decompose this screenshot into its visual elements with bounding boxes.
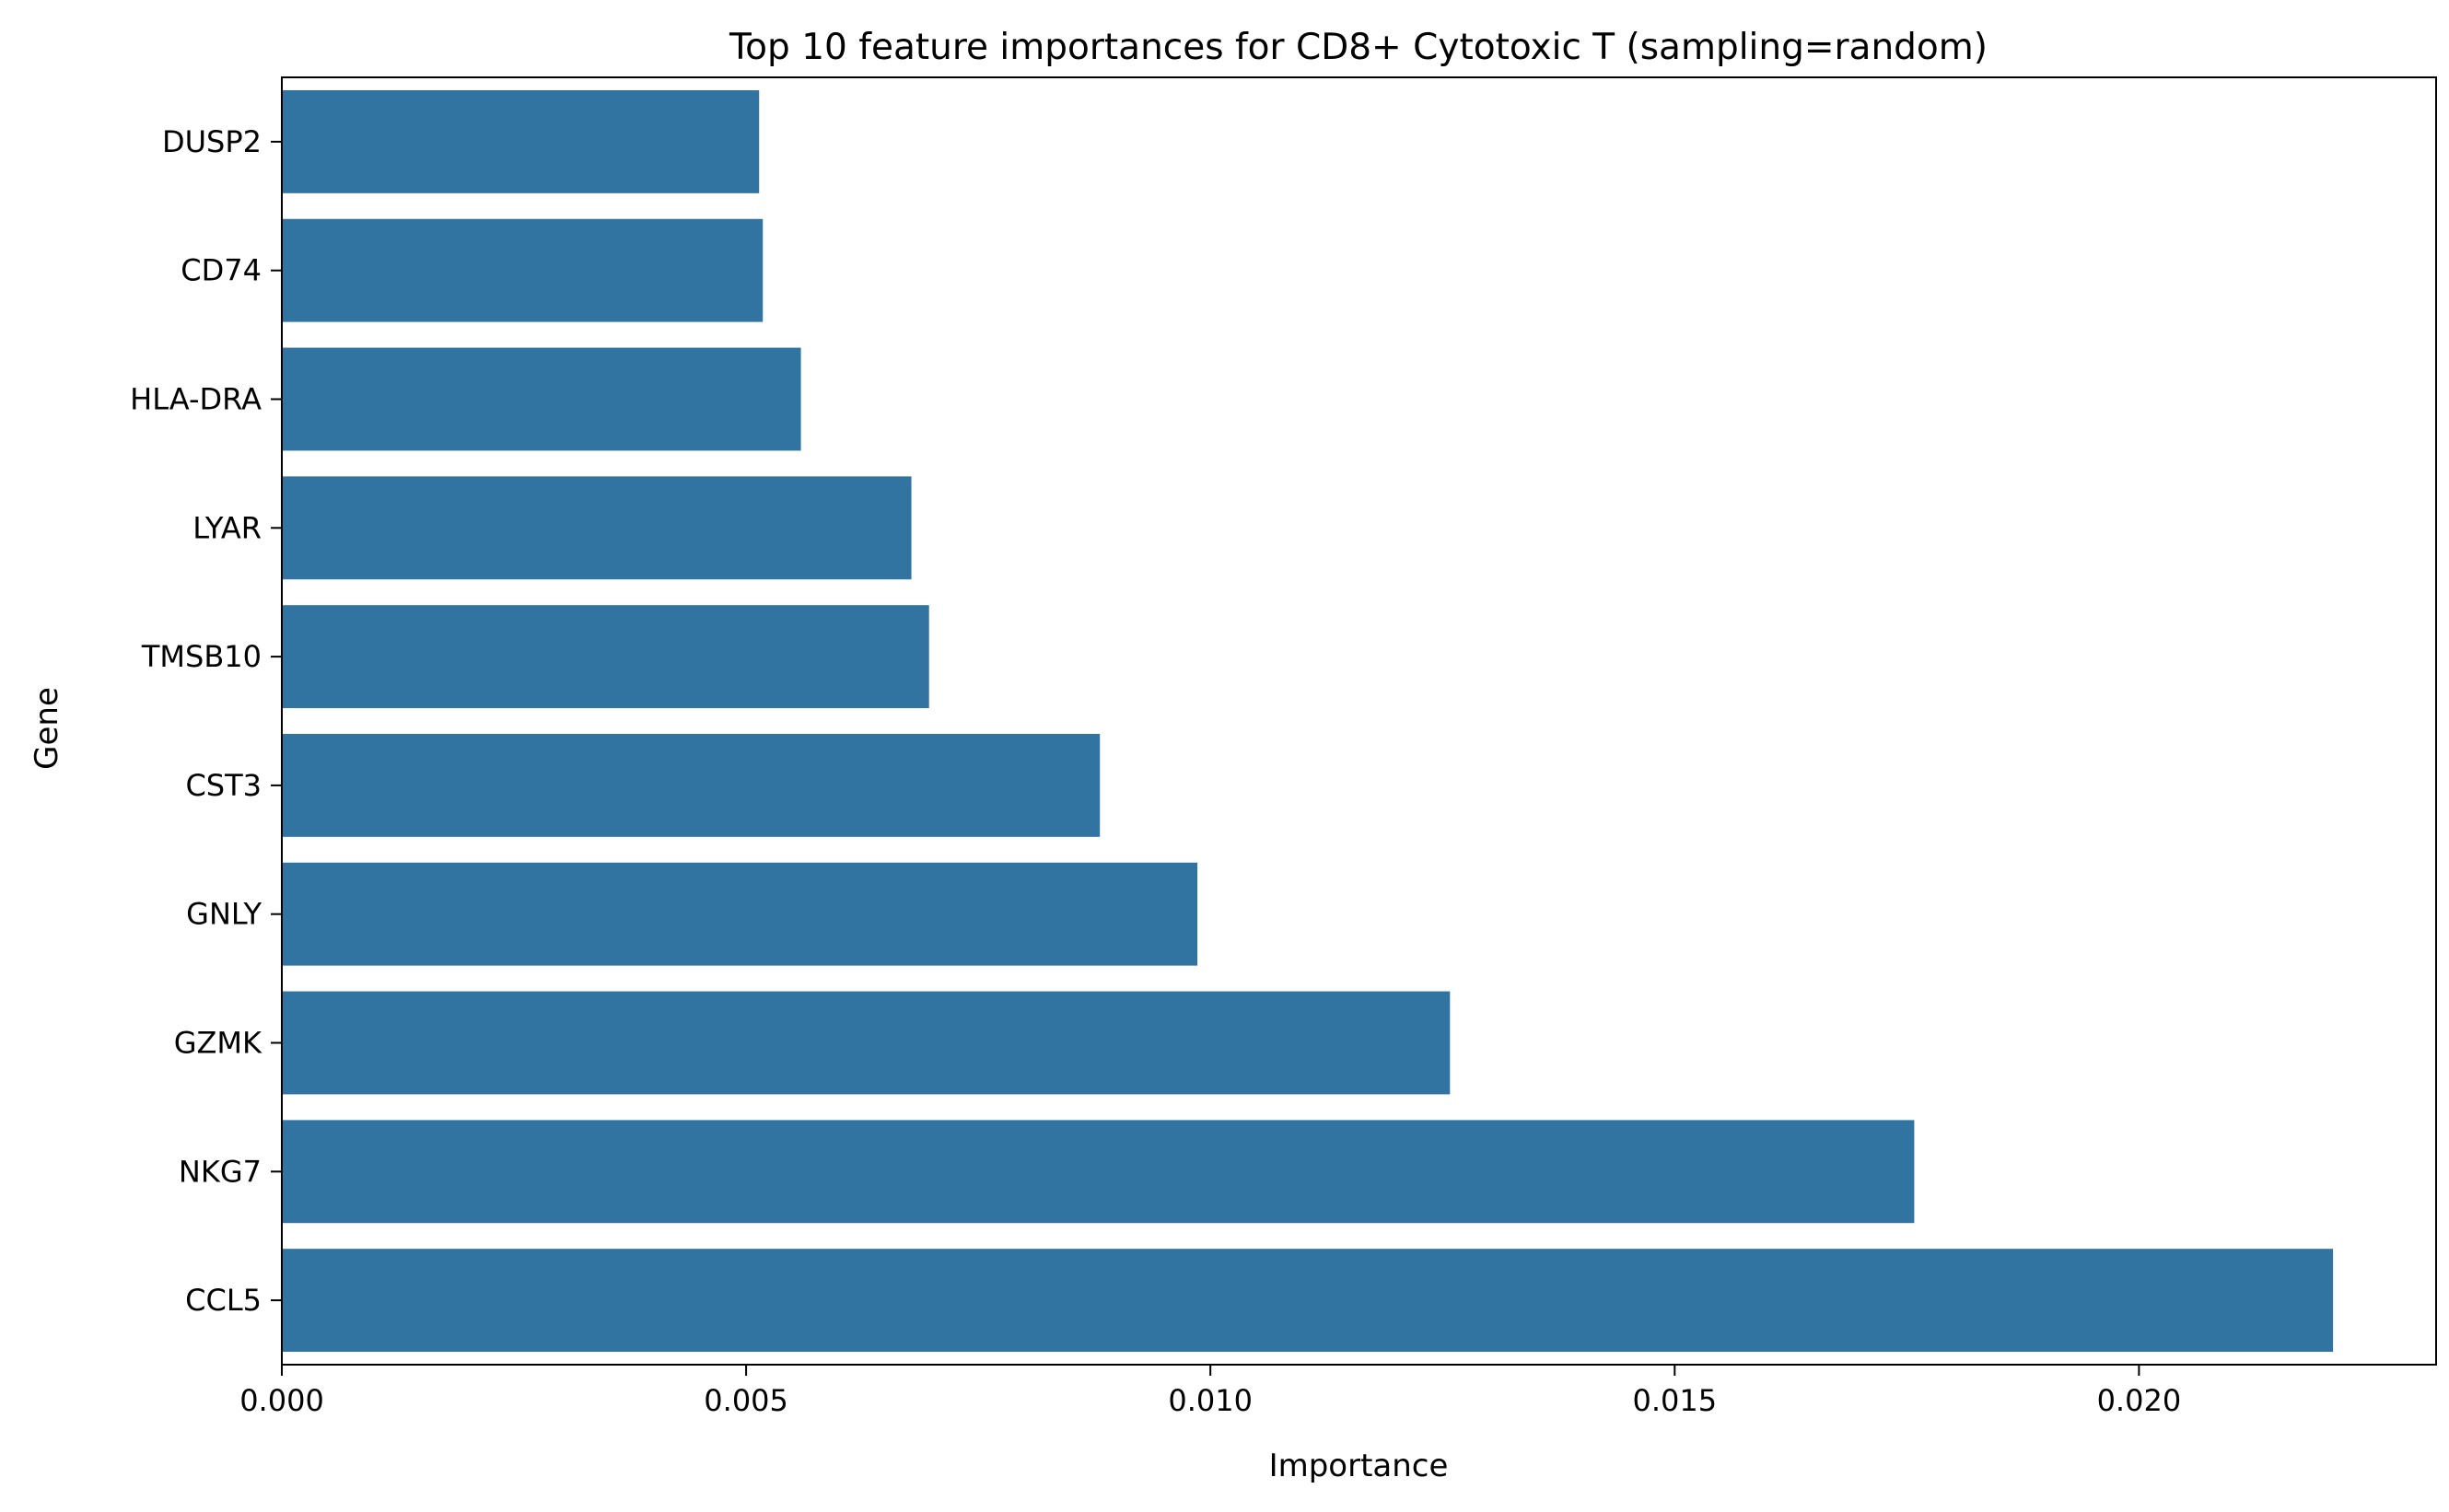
y-tick-label-cst3: CST3 [185, 768, 262, 803]
y-tick-label-lyar: LYAR [192, 510, 262, 545]
bar-hla-dra [282, 347, 801, 451]
y-tick-label-hla-dra: HLA-DRA [130, 382, 262, 417]
y-tick-label-nkg7: NKG7 [179, 1154, 262, 1189]
bar-lyar [282, 476, 912, 580]
x-tick-label: 0.005 [704, 1383, 788, 1418]
x-axis-label: Importance [1269, 1448, 1449, 1484]
ticks-group: DUSP2 CD74 HLA-DRA LYAR TMSB10 CST3 GNLY GZMK NK… [130, 124, 2181, 1418]
x-tick-label: 0.020 [2097, 1383, 2182, 1418]
bar-gnly [282, 862, 1198, 966]
bar-cd74 [282, 218, 764, 322]
y-tick-label-cd74: CD74 [181, 253, 262, 288]
y-tick-label-gzmk: GZMK [174, 1026, 262, 1061]
bar-tmsb10 [282, 605, 929, 709]
y-tick-label-tmsb10: TMSB10 [141, 639, 262, 674]
y-tick-label-gnly: GNLY [186, 897, 262, 932]
y-axis-label: Gene [29, 687, 65, 770]
bar-nkg7 [282, 1120, 1915, 1224]
bar-cst3 [282, 733, 1101, 837]
bar-dusp2 [282, 89, 760, 193]
x-tick-label: 0.000 [239, 1383, 324, 1418]
bar-ccl5 [282, 1249, 2334, 1353]
bar-gzmk [282, 991, 1451, 1095]
y-tick-label-dusp2: DUSP2 [162, 124, 262, 159]
x-tick-label: 0.010 [1168, 1383, 1253, 1418]
y-tick-label-ccl5: CCL5 [185, 1283, 262, 1318]
x-tick-label: 0.015 [1632, 1383, 1717, 1418]
plot-frame [281, 76, 2437, 1366]
bars-group [282, 89, 2334, 1353]
chart-title: Top 10 feature importances for CD8+ Cyto… [729, 27, 1988, 68]
